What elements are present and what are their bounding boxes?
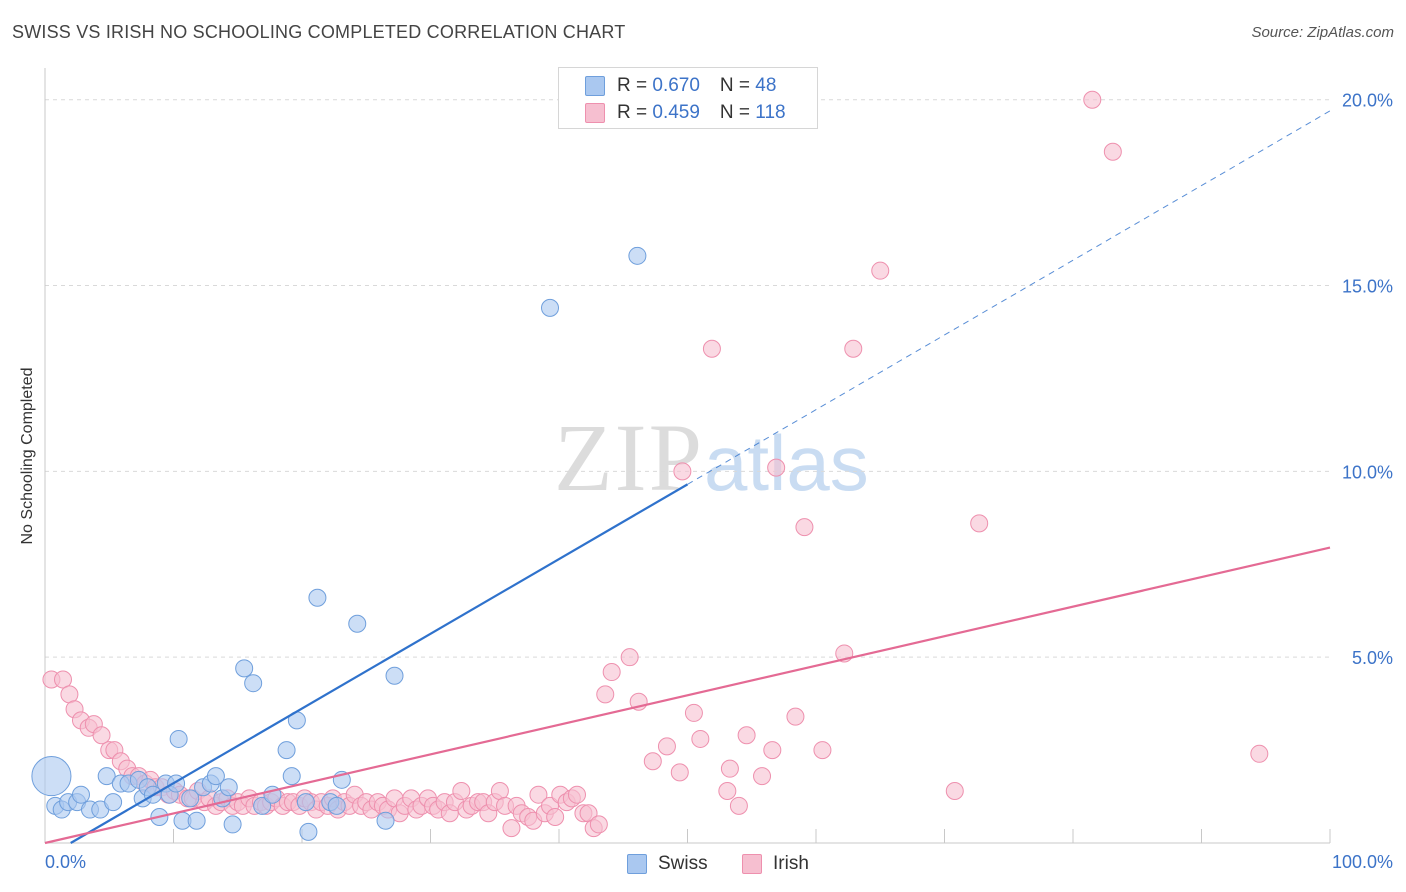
irish-point bbox=[529, 785, 548, 804]
irish-point bbox=[737, 726, 756, 745]
swiss-r-value: 0.670 bbox=[652, 75, 700, 96]
swiss-point bbox=[296, 793, 315, 812]
irish-n-label: N = bbox=[719, 102, 756, 123]
irish-point bbox=[871, 261, 890, 280]
swiss-point bbox=[169, 729, 188, 748]
irish-legend-swatch bbox=[742, 854, 762, 874]
swiss-point bbox=[187, 811, 206, 830]
irish-point bbox=[767, 458, 786, 477]
irish-trend-line bbox=[44, 546, 1331, 845]
irish-point bbox=[691, 729, 710, 748]
irish-r-label: R = bbox=[617, 102, 653, 123]
source-credit: Source: ZipAtlas.com bbox=[1251, 24, 1394, 41]
swiss-point bbox=[244, 674, 263, 693]
irish-stats: R = 0.459 N = 118 bbox=[617, 100, 786, 126]
irish-point bbox=[729, 796, 748, 815]
irish-legend-label: Irish bbox=[773, 853, 809, 874]
swiss-point bbox=[327, 796, 346, 815]
swiss-point bbox=[385, 666, 404, 685]
irish-point bbox=[684, 703, 703, 722]
swiss-n-value: 48 bbox=[755, 75, 777, 96]
swiss-point bbox=[206, 767, 225, 786]
irish-point bbox=[718, 781, 737, 800]
irish-point bbox=[720, 759, 739, 778]
swiss-point bbox=[31, 756, 72, 797]
irish-point bbox=[452, 781, 471, 800]
irish-point bbox=[1103, 142, 1122, 161]
irish-swatch bbox=[585, 103, 605, 123]
irish-point bbox=[53, 670, 72, 689]
irish-point bbox=[945, 781, 964, 800]
swiss-legend-swatch bbox=[627, 854, 647, 874]
irish-point bbox=[1083, 90, 1102, 109]
swiss-legend-label: Swiss bbox=[658, 853, 708, 874]
swiss-point bbox=[253, 796, 272, 815]
axes bbox=[44, 68, 1331, 844]
swiss-point bbox=[223, 815, 242, 834]
swiss-point bbox=[308, 588, 327, 607]
watermark-zip: ZIP bbox=[554, 404, 704, 511]
tick-labels: 5.0% 10.0% 15.0% 20.0% 0.0% 100.0% bbox=[45, 91, 1393, 872]
swiss-point bbox=[282, 767, 301, 786]
watermark: ZIPatlas bbox=[554, 402, 869, 513]
swiss-point bbox=[71, 785, 90, 804]
irish-point bbox=[567, 785, 586, 804]
swiss-point bbox=[181, 789, 200, 808]
irish-point bbox=[970, 514, 989, 533]
swiss-point bbox=[97, 767, 116, 786]
trend-lines bbox=[44, 110, 1331, 845]
swiss-point bbox=[541, 298, 560, 317]
irish-point bbox=[670, 763, 689, 782]
chart-title: SWISS VS IRISH NO SCHOOLING COMPLETED CO… bbox=[12, 22, 626, 42]
watermark-atlas: atlas bbox=[704, 419, 869, 507]
swiss-point bbox=[299, 822, 318, 841]
y-tick-label: 10.0% bbox=[1342, 462, 1393, 482]
irish-point bbox=[1250, 744, 1269, 763]
irish-point bbox=[92, 726, 111, 745]
swiss-point bbox=[235, 659, 254, 678]
irish-point bbox=[596, 685, 615, 704]
irish-point bbox=[589, 815, 608, 834]
swiss-point bbox=[348, 614, 367, 633]
irish-point bbox=[763, 741, 782, 760]
irish-points bbox=[42, 90, 1269, 838]
irish-point bbox=[844, 339, 863, 358]
irish-point bbox=[546, 807, 565, 826]
swiss-point bbox=[219, 778, 238, 797]
irish-point bbox=[753, 767, 772, 786]
swiss-swatch bbox=[585, 76, 605, 96]
swiss-point bbox=[628, 246, 647, 265]
irish-point bbox=[786, 707, 805, 726]
swiss-stats: R = 0.670 N = 48 bbox=[617, 73, 776, 99]
swiss-trend-line bbox=[70, 483, 689, 844]
swiss-point bbox=[376, 811, 395, 830]
irish-point bbox=[620, 648, 639, 667]
irish-point bbox=[795, 518, 814, 537]
swiss-point bbox=[277, 741, 296, 760]
y-tick-label: 15.0% bbox=[1342, 277, 1393, 297]
swiss-r-label: R = bbox=[617, 75, 653, 96]
swiss-point bbox=[104, 793, 123, 812]
irish-point bbox=[813, 741, 832, 760]
irish-point bbox=[657, 737, 676, 756]
y-tick-label: 5.0% bbox=[1352, 648, 1393, 668]
irish-point bbox=[673, 462, 692, 481]
swiss-trend-extension bbox=[687, 110, 1331, 485]
y-axis-title: No Schooling Completed bbox=[19, 367, 36, 545]
y-tick-label: 20.0% bbox=[1342, 91, 1393, 111]
stats-legend: R = 0.670 N = 48 R = 0.459 N = 118 bbox=[558, 67, 818, 129]
irish-point bbox=[643, 752, 662, 771]
gridlines bbox=[45, 99, 1330, 658]
x-tick-label: 0.0% bbox=[45, 852, 86, 872]
x-tick-label: 100.0% bbox=[1332, 852, 1393, 872]
irish-point bbox=[702, 339, 721, 358]
irish-r-value: 0.459 bbox=[652, 102, 700, 123]
irish-point bbox=[502, 819, 521, 838]
irish-point bbox=[602, 663, 621, 682]
swiss-points bbox=[31, 246, 647, 841]
swiss-n-label: N = bbox=[719, 75, 756, 96]
irish-n-value: 118 bbox=[755, 102, 786, 123]
